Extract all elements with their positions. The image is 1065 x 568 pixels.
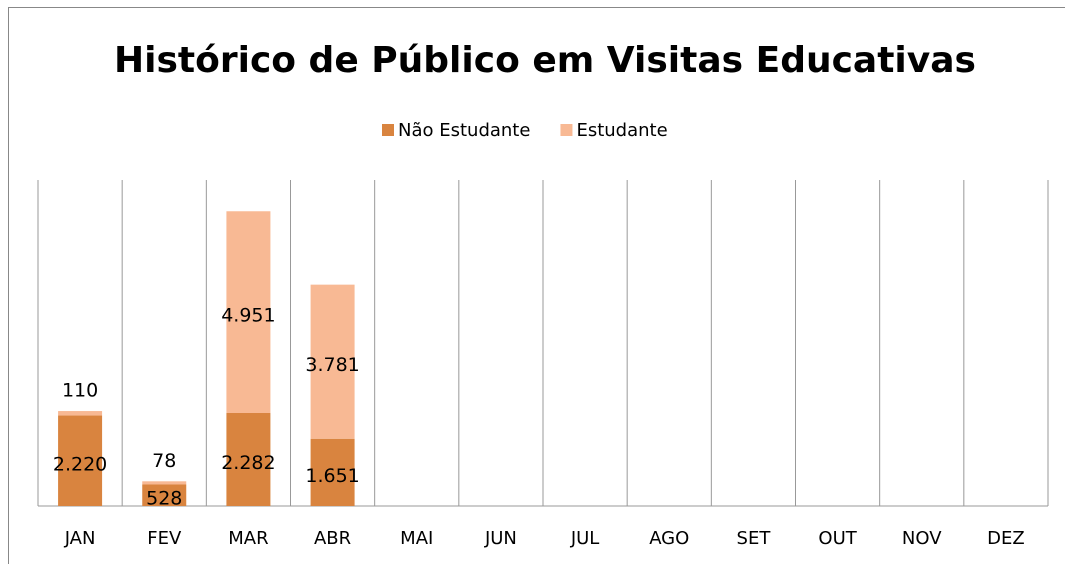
x-tick-label: JUL <box>570 528 600 549</box>
x-tick-label: DEZ <box>987 528 1025 549</box>
data-label: 2.282 <box>221 452 275 474</box>
data-label: 528 <box>146 488 182 510</box>
data-label: 1.651 <box>305 465 359 487</box>
x-tick-label: AGO <box>649 528 689 549</box>
x-tick-label: JAN <box>64 528 96 549</box>
x-tick-label: SET <box>737 528 772 549</box>
data-label: 2.220 <box>53 453 107 475</box>
legend-label: Não Estudante <box>398 120 530 141</box>
chart-title: Histórico de Público em Visitas Educativ… <box>114 40 976 81</box>
bar-segment <box>142 481 186 484</box>
x-tick-label: ABR <box>314 528 351 549</box>
x-tick-label: JUN <box>484 528 517 549</box>
data-label: 3.781 <box>305 354 359 376</box>
data-label: 110 <box>62 380 98 402</box>
bar-segment <box>58 411 102 415</box>
data-label: 78 <box>152 450 176 472</box>
x-tick-label: FEV <box>147 528 182 549</box>
data-label: 4.951 <box>221 305 275 327</box>
x-tick-label: NOV <box>902 528 942 549</box>
legend-swatch <box>560 124 572 136</box>
x-tick-label: OUT <box>818 528 857 549</box>
x-tick-label: MAR <box>228 528 268 549</box>
x-tick-label: MAI <box>400 528 433 549</box>
chart-border <box>9 8 1065 565</box>
legend-label: Estudante <box>576 120 667 141</box>
legend-swatch <box>382 124 394 136</box>
